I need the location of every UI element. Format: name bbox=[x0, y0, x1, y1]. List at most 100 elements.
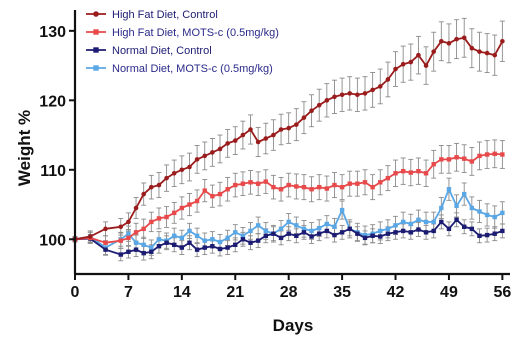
data-point bbox=[301, 226, 307, 232]
data-point bbox=[423, 219, 429, 225]
data-point bbox=[126, 219, 131, 225]
y-tick-label: 120 bbox=[39, 93, 66, 110]
data-point bbox=[255, 181, 261, 186]
data-point bbox=[309, 228, 314, 234]
data-point bbox=[179, 235, 185, 241]
data-point bbox=[439, 157, 444, 162]
data-point bbox=[271, 132, 276, 138]
data-point bbox=[164, 214, 169, 220]
data-point bbox=[133, 240, 139, 245]
data-point bbox=[194, 157, 200, 162]
data-point bbox=[286, 182, 291, 188]
data-point bbox=[217, 146, 223, 152]
data-point bbox=[400, 228, 406, 234]
data-point bbox=[103, 240, 108, 245]
data-point bbox=[332, 182, 337, 188]
data-point bbox=[446, 226, 452, 232]
data-point bbox=[248, 240, 253, 245]
data-point bbox=[355, 181, 360, 186]
data-point bbox=[255, 238, 261, 243]
data-point bbox=[149, 249, 154, 254]
data-point bbox=[316, 102, 322, 108]
y-axis-title: Weight % bbox=[15, 110, 34, 186]
data-point bbox=[210, 244, 215, 249]
data-point bbox=[332, 224, 337, 229]
data-point bbox=[477, 209, 482, 214]
data-point bbox=[492, 151, 497, 157]
series-layer bbox=[72, 35, 505, 257]
data-point bbox=[210, 237, 215, 242]
data-point bbox=[324, 186, 330, 191]
data-point bbox=[324, 98, 330, 103]
data-point bbox=[118, 224, 124, 230]
data-point bbox=[446, 187, 452, 192]
data-point bbox=[431, 162, 436, 167]
data-point bbox=[217, 239, 223, 245]
legend-label: Normal Diet, Control bbox=[112, 45, 212, 57]
data-point bbox=[172, 242, 177, 248]
legend: High Fat Diet, Control High Fat Diet, MOT… bbox=[86, 9, 279, 75]
data-point bbox=[87, 234, 93, 239]
data-point bbox=[278, 235, 284, 241]
data-point bbox=[378, 228, 383, 234]
data-point bbox=[492, 52, 498, 58]
data-point bbox=[339, 207, 345, 213]
data-point bbox=[126, 249, 131, 254]
data-point bbox=[194, 247, 200, 252]
data-point bbox=[317, 225, 322, 231]
data-point bbox=[225, 235, 230, 241]
data-point bbox=[233, 230, 238, 235]
data-point bbox=[210, 193, 215, 199]
data-point bbox=[347, 91, 353, 96]
data-point bbox=[187, 240, 192, 245]
data-point bbox=[400, 219, 406, 225]
data-point bbox=[210, 150, 215, 155]
data-point bbox=[500, 38, 505, 44]
data-point bbox=[500, 152, 505, 157]
data-point bbox=[233, 182, 238, 188]
legend-swatch-marker bbox=[93, 11, 99, 17]
x-tick-label: 21 bbox=[226, 284, 244, 301]
data-point bbox=[141, 250, 146, 256]
data-point bbox=[156, 216, 162, 221]
data-point bbox=[408, 170, 413, 175]
data-point bbox=[477, 153, 482, 159]
data-point bbox=[172, 233, 177, 238]
data-point bbox=[133, 205, 139, 211]
data-point bbox=[225, 187, 230, 192]
data-point bbox=[194, 198, 200, 204]
data-point bbox=[385, 77, 391, 82]
data-point bbox=[423, 230, 429, 235]
data-point bbox=[232, 138, 238, 143]
data-point bbox=[484, 232, 490, 238]
data-point bbox=[286, 219, 291, 225]
y-tick-label: 130 bbox=[39, 24, 66, 41]
data-point bbox=[126, 235, 131, 241]
data-point bbox=[179, 245, 185, 250]
data-point bbox=[187, 228, 192, 234]
data-point bbox=[248, 228, 253, 234]
data-point bbox=[484, 212, 490, 218]
data-point bbox=[294, 233, 299, 238]
data-point bbox=[255, 139, 261, 145]
data-point bbox=[164, 240, 169, 245]
data-point bbox=[278, 226, 284, 232]
data-point bbox=[141, 226, 146, 232]
data-point bbox=[240, 181, 246, 186]
data-point bbox=[294, 223, 299, 228]
legend-swatch-marker bbox=[93, 65, 99, 71]
data-point bbox=[469, 205, 475, 211]
x-tick-label: 56 bbox=[493, 284, 511, 301]
data-point bbox=[439, 205, 444, 211]
data-point bbox=[263, 228, 268, 234]
data-point bbox=[484, 152, 490, 157]
data-point bbox=[400, 61, 406, 67]
data-point bbox=[271, 231, 276, 236]
data-point bbox=[378, 180, 383, 185]
data-point bbox=[484, 50, 490, 56]
data-point bbox=[240, 237, 246, 242]
data-point bbox=[355, 231, 360, 236]
data-point bbox=[118, 252, 123, 257]
data-point bbox=[179, 167, 185, 173]
